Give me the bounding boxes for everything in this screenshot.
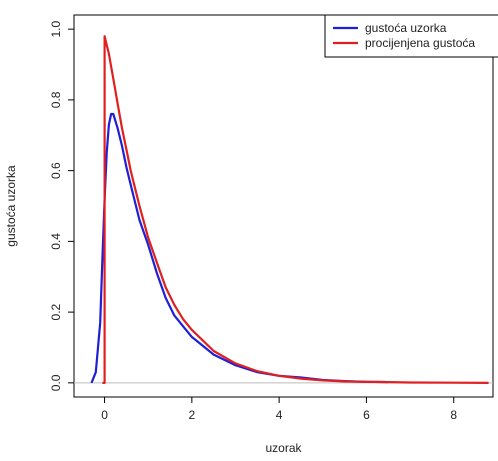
y-tick-label: 0.6 bbox=[49, 162, 63, 179]
x-tick-label: 0 bbox=[101, 408, 108, 422]
x-tick-label: 4 bbox=[276, 408, 283, 422]
x-axis-label: uzorak bbox=[265, 441, 302, 455]
x-tick-label: 2 bbox=[189, 408, 196, 422]
y-tick-label: 0.4 bbox=[49, 233, 63, 250]
y-tick-label: 0.8 bbox=[49, 91, 63, 108]
legend-box bbox=[324, 14, 498, 58]
legend-label: gustoća uzorka bbox=[365, 21, 447, 35]
x-tick-label: 8 bbox=[450, 408, 457, 422]
series-line-2 bbox=[102, 35, 489, 384]
y-tick-label: 1.0 bbox=[49, 20, 63, 37]
y-tick-label: 0.0 bbox=[49, 374, 63, 391]
x-tick-label: 6 bbox=[363, 408, 370, 422]
y-axis-label: gustoća uzorka bbox=[4, 165, 18, 247]
y-tick-label: 0.2 bbox=[49, 303, 63, 320]
legend-label: procijenjena gustoća bbox=[365, 36, 475, 50]
series-layer bbox=[90, 35, 489, 384]
series-line-1 bbox=[90, 112, 389, 384]
axes: 0 2 4 6 8 0.0 0.2 0.4 0.6 0.8 1.0 bbox=[49, 14, 494, 422]
